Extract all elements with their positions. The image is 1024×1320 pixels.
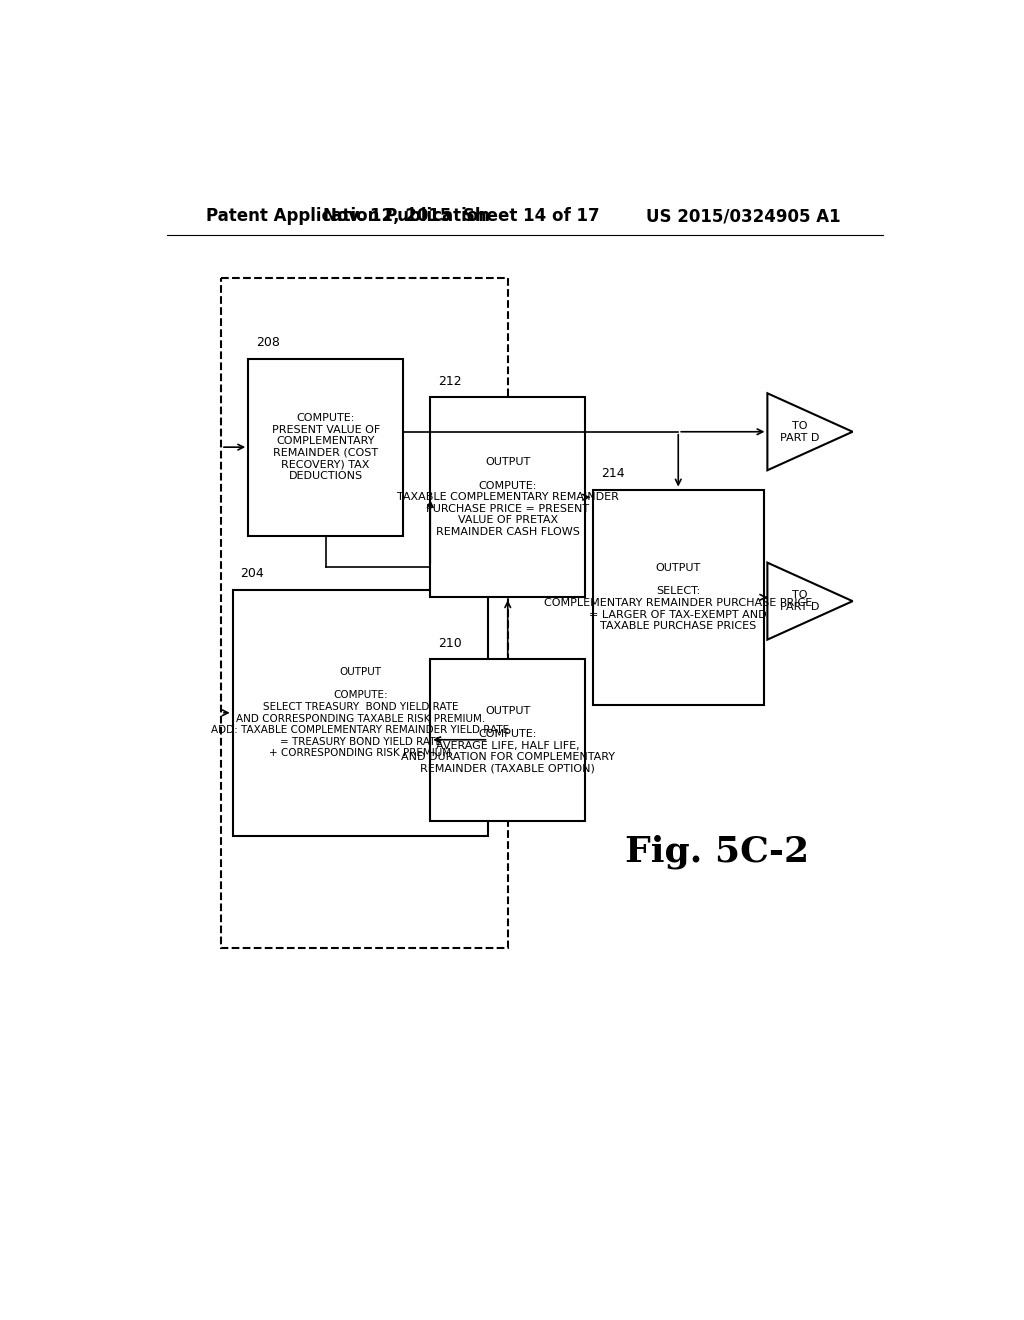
- Text: OUTPUT

COMPUTE:
TAXABLE COMPLEMENTARY REMAINDER
PURCHASE PRICE = PRESENT
VALUE : OUTPUT COMPUTE: TAXABLE COMPLEMENTARY RE…: [397, 458, 618, 537]
- Text: OUTPUT

COMPUTE:
AVERAGE LIFE, HALF LIFE,
AND DURATION FOR COMPLEMENTARY
REMAIND: OUTPUT COMPUTE: AVERAGE LIFE, HALF LIFE,…: [400, 706, 614, 774]
- Bar: [593, 490, 764, 705]
- Text: 212: 212: [438, 375, 462, 388]
- Bar: [248, 359, 403, 536]
- Text: OUTPUT

COMPUTE:
SELECT TREASURY  BOND YIELD RATE
AND CORRESPONDING TAXABLE RISK: OUTPUT COMPUTE: SELECT TREASURY BOND YIE…: [211, 667, 510, 759]
- Bar: [430, 397, 586, 597]
- Text: 210: 210: [438, 636, 462, 649]
- Text: TO
PART D: TO PART D: [779, 590, 819, 612]
- Text: Patent Application Publication: Patent Application Publication: [206, 207, 489, 226]
- Text: Nov. 12, 2015  Sheet 14 of 17: Nov. 12, 2015 Sheet 14 of 17: [323, 207, 600, 226]
- Text: COMPUTE:
PRESENT VALUE OF
COMPLEMENTARY
REMAINDER (COST
RECOVERY) TAX
DEDUCTIONS: COMPUTE: PRESENT VALUE OF COMPLEMENTARY …: [271, 413, 380, 482]
- Text: TO
PART D: TO PART D: [779, 421, 819, 442]
- Text: US 2015/0324905 A1: US 2015/0324905 A1: [646, 207, 841, 226]
- Text: 208: 208: [256, 337, 280, 350]
- Bar: [232, 590, 488, 836]
- Text: 204: 204: [241, 568, 264, 581]
- Polygon shape: [767, 393, 853, 470]
- Bar: [430, 659, 586, 821]
- Text: 214: 214: [601, 467, 625, 480]
- Bar: [221, 277, 508, 948]
- Polygon shape: [767, 562, 853, 640]
- Text: OUTPUT

SELECT:
COMPLEMENTARY REMAINDER PURCHASE PRICE
= LARGER OF TAX-EXEMPT AN: OUTPUT SELECT: COMPLEMENTARY REMAINDER P…: [544, 564, 812, 631]
- Text: Fig. 5C-2: Fig. 5C-2: [625, 834, 809, 869]
